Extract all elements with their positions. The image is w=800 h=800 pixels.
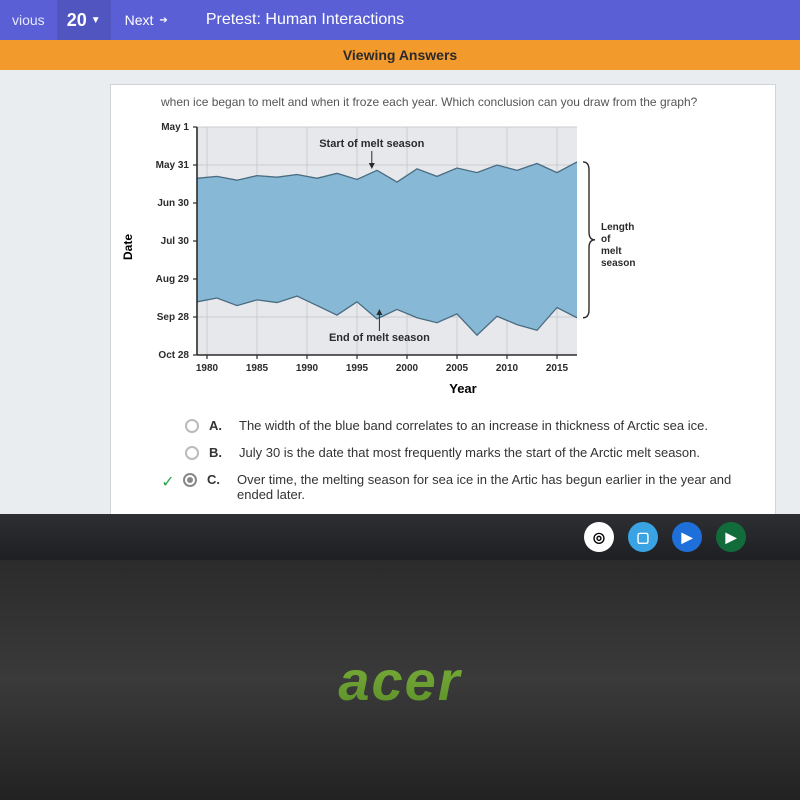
- radio-icon[interactable]: [185, 419, 199, 433]
- answer-text: The width of the blue band correlates to…: [239, 418, 765, 433]
- svg-text:1985: 1985: [246, 363, 269, 374]
- svg-text:1990: 1990: [296, 363, 319, 374]
- chevron-down-icon: ▼: [91, 15, 101, 26]
- svg-text:Oct 28: Oct 28: [158, 350, 189, 361]
- svg-text:2000: 2000: [396, 363, 419, 374]
- taskbar: ◎ ▢ ▶ ▶: [0, 514, 800, 560]
- svg-text:May 31: May 31: [156, 160, 190, 171]
- svg-text:End of melt season: End of melt season: [329, 332, 430, 344]
- answer-letter: A.: [209, 418, 229, 433]
- svg-text:Start of melt season: Start of melt season: [319, 138, 424, 150]
- next-label: Next: [125, 12, 154, 28]
- radio-icon[interactable]: [183, 473, 197, 487]
- arrow-right-icon: ➔: [159, 15, 167, 26]
- answer-option[interactable]: B. July 30 is the date that most frequent…: [161, 445, 765, 460]
- laptop-brand-logo: acer: [338, 648, 461, 713]
- answer-letter: B.: [209, 445, 229, 460]
- answer-option[interactable]: ✓ C. Over time, the melting season for sea…: [161, 472, 765, 502]
- melt-season-chart: May 1 May 31 Jun 30 Jul 30 Aug 29 Sep 28 Oct 2…: [141, 117, 641, 377]
- laptop-bezel: acer: [0, 560, 800, 800]
- x-axis-title: Year: [161, 381, 765, 396]
- play-icon[interactable]: ▶: [716, 522, 746, 552]
- page-title: Pretest: Human Interactions: [182, 11, 404, 29]
- svg-text:2015: 2015: [546, 363, 569, 374]
- question-text: when ice began to melt and when it froze…: [161, 95, 759, 109]
- svg-text:2010: 2010: [496, 363, 519, 374]
- app-screen: vious 20 ▼ Next ➔ Pretest: Human Interac…: [0, 0, 800, 560]
- svg-text:of: of: [601, 234, 611, 245]
- svg-text:1980: 1980: [196, 363, 219, 374]
- svg-text:season: season: [601, 258, 635, 269]
- radio-icon[interactable]: [185, 446, 199, 460]
- status-text: Viewing Answers: [343, 47, 457, 63]
- next-button[interactable]: Next ➔: [111, 12, 182, 28]
- chrome-icon[interactable]: ◎: [584, 522, 614, 552]
- question-panel: when ice began to melt and when it froze…: [110, 84, 776, 533]
- question-number: 20: [67, 10, 87, 31]
- meet-icon[interactable]: ▢: [628, 522, 658, 552]
- answer-text: Over time, the melting season for sea ic…: [237, 472, 765, 502]
- svg-text:2005: 2005: [446, 363, 469, 374]
- svg-text:Sep 28: Sep 28: [157, 312, 190, 323]
- answer-text: July 30 is the date that most frequently…: [239, 445, 765, 460]
- svg-text:Jul 30: Jul 30: [161, 236, 190, 247]
- top-navbar: vious 20 ▼ Next ➔ Pretest: Human Interac…: [0, 0, 800, 40]
- svg-text:Length: Length: [601, 222, 634, 233]
- status-banner: Viewing Answers: [0, 40, 800, 70]
- svg-text:1995: 1995: [346, 363, 369, 374]
- y-axis-title: Date: [121, 234, 137, 260]
- answer-letter: C.: [207, 472, 227, 487]
- prev-button[interactable]: vious: [0, 12, 57, 28]
- docs-icon[interactable]: ▶: [672, 522, 702, 552]
- question-number-dropdown[interactable]: 20 ▼: [57, 0, 111, 40]
- svg-text:melt: melt: [601, 246, 622, 257]
- svg-text:Aug 29: Aug 29: [156, 274, 190, 285]
- svg-text:Jun 30: Jun 30: [157, 198, 189, 209]
- svg-text:May 1: May 1: [161, 122, 189, 133]
- answer-list: A. The width of the blue band correlates …: [161, 418, 765, 502]
- check-icon: ✓: [161, 472, 175, 492]
- answer-option[interactable]: A. The width of the blue band correlates …: [161, 418, 765, 433]
